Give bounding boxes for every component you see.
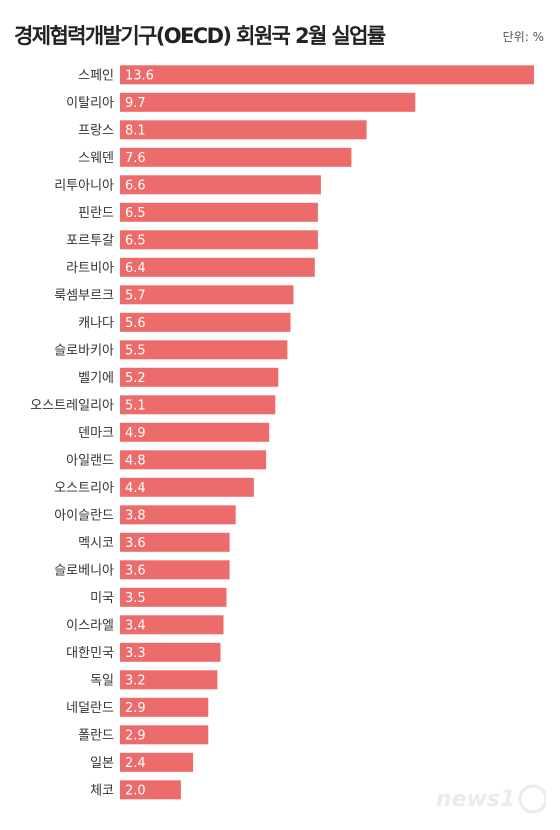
bar bbox=[120, 505, 236, 525]
value-label: 5.2 bbox=[125, 371, 146, 386]
bar bbox=[120, 725, 209, 745]
bar bbox=[120, 450, 267, 470]
category-label: 오스트레일리아 bbox=[30, 398, 114, 413]
category-label: 미국 bbox=[90, 591, 114, 606]
category-label: 폴란드 bbox=[78, 728, 114, 743]
value-label: 6.6 bbox=[125, 178, 146, 193]
value-label: 5.6 bbox=[125, 316, 146, 331]
category-label: 체코 bbox=[90, 783, 114, 798]
watermark-text: news1 bbox=[436, 787, 515, 812]
bar bbox=[120, 202, 318, 222]
category-label: 포르투갈 bbox=[66, 233, 114, 248]
value-label: 6.5 bbox=[125, 233, 146, 248]
category-label: 캐나다 bbox=[78, 316, 114, 331]
value-label: 5.5 bbox=[125, 343, 146, 358]
value-label: 6.5 bbox=[125, 206, 146, 221]
category-label: 오스트리아 bbox=[54, 481, 114, 496]
bar bbox=[120, 175, 321, 195]
value-label: 13.6 bbox=[125, 68, 154, 83]
value-label: 3.4 bbox=[125, 618, 146, 633]
value-label: 4.8 bbox=[125, 453, 146, 468]
bar bbox=[120, 65, 534, 85]
value-label: 2.9 bbox=[125, 728, 146, 743]
value-label: 5.7 bbox=[125, 288, 146, 303]
category-label: 벨기에 bbox=[78, 371, 114, 386]
value-label: 3.3 bbox=[125, 646, 146, 661]
bar bbox=[120, 615, 224, 635]
bar bbox=[120, 477, 254, 497]
category-label: 핀란드 bbox=[78, 206, 114, 221]
chart-title: 경제협력개발기구(OECD) 회원국 2월 실업률 bbox=[14, 24, 386, 48]
value-label: 3.6 bbox=[125, 563, 146, 578]
category-label: 프랑스 bbox=[78, 123, 114, 138]
bar bbox=[120, 257, 315, 277]
value-label: 3.6 bbox=[125, 536, 146, 551]
bar bbox=[120, 92, 416, 112]
value-label: 6.4 bbox=[125, 261, 146, 276]
category-label: 리투아니아 bbox=[54, 178, 114, 193]
bar bbox=[120, 340, 288, 360]
category-label: 이스라엘 bbox=[66, 618, 114, 633]
bar bbox=[120, 147, 352, 167]
category-label: 아일랜드 bbox=[66, 453, 114, 468]
bar bbox=[120, 230, 318, 250]
category-label: 일본 bbox=[90, 756, 114, 771]
bar bbox=[120, 120, 367, 140]
bar bbox=[120, 642, 221, 662]
value-label: 7.6 bbox=[125, 151, 146, 166]
category-label: 멕시코 bbox=[78, 536, 114, 551]
bar bbox=[120, 422, 270, 442]
value-label: 5.1 bbox=[125, 398, 146, 413]
category-label: 슬로바키아 bbox=[54, 343, 114, 358]
category-label: 아이슬란드 bbox=[54, 508, 114, 523]
category-label: 스웨덴 bbox=[78, 151, 114, 166]
category-label: 룩셈부르크 bbox=[54, 288, 114, 303]
category-label: 덴마크 bbox=[78, 426, 114, 441]
value-label: 3.2 bbox=[125, 673, 146, 688]
bar bbox=[120, 780, 181, 800]
bar bbox=[120, 697, 209, 717]
category-label: 독일 bbox=[90, 673, 114, 688]
value-label: 3.5 bbox=[125, 591, 146, 606]
news1-logo-watermark: news1 bbox=[436, 784, 546, 814]
category-label: 대한민국 bbox=[66, 646, 114, 661]
bar bbox=[120, 587, 227, 607]
category-label: 슬로베니아 bbox=[54, 563, 114, 578]
value-label: 4.4 bbox=[125, 481, 146, 496]
category-label: 스페인 bbox=[78, 68, 114, 83]
value-label: 2.9 bbox=[125, 701, 146, 716]
bar bbox=[120, 367, 279, 387]
bar bbox=[120, 560, 230, 580]
bar bbox=[120, 752, 194, 772]
bar bbox=[120, 670, 218, 690]
category-label: 네덜란드 bbox=[66, 701, 114, 716]
value-label: 9.7 bbox=[125, 96, 146, 111]
unit-label: 단위: % bbox=[502, 30, 544, 44]
bar bbox=[120, 532, 230, 552]
bar bbox=[120, 312, 291, 332]
value-label: 8.1 bbox=[125, 123, 146, 138]
category-label: 이탈리아 bbox=[66, 96, 114, 111]
value-label: 2.4 bbox=[125, 756, 146, 771]
value-label: 3.8 bbox=[125, 508, 146, 523]
value-label: 4.9 bbox=[125, 426, 146, 441]
watermark-circle-icon bbox=[518, 784, 546, 814]
bar bbox=[120, 395, 276, 415]
value-label: 2.0 bbox=[125, 783, 146, 798]
bar bbox=[120, 285, 294, 305]
category-label: 라트비아 bbox=[66, 261, 114, 276]
